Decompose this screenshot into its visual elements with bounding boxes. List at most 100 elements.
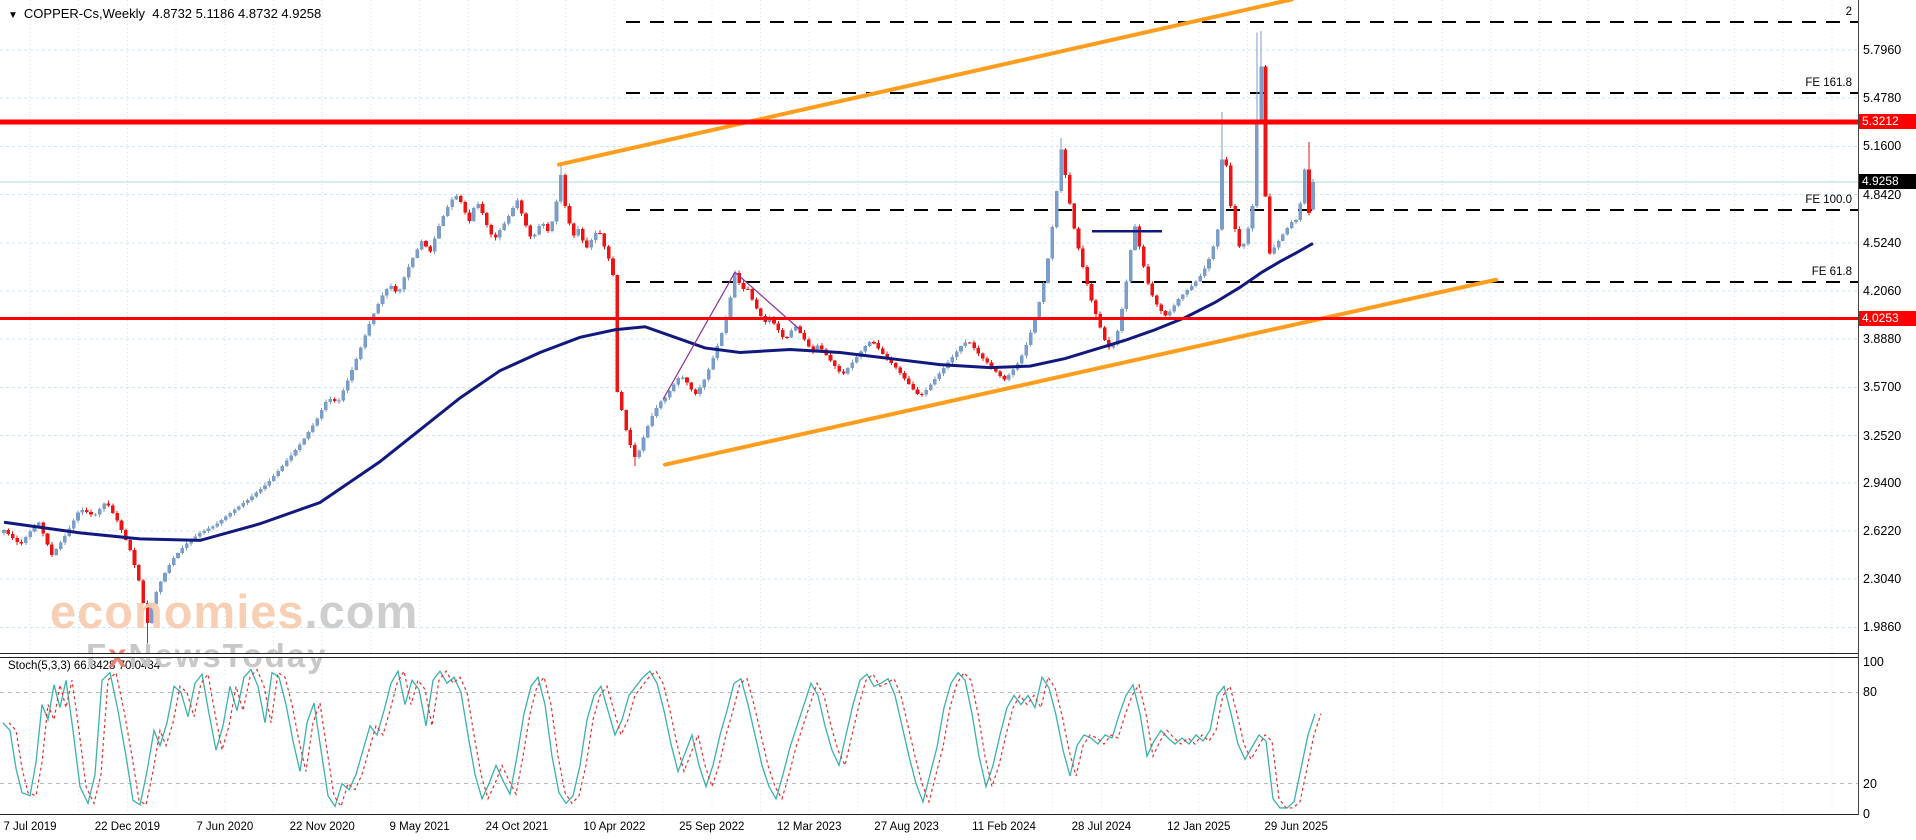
candle-body (602, 233, 607, 247)
candle-body (1054, 191, 1059, 228)
candle-body (141, 580, 145, 604)
candle-body (889, 358, 894, 364)
candle-body (1263, 66, 1268, 197)
candle-body (1285, 227, 1290, 235)
candle-body (154, 591, 159, 605)
candle-body (593, 232, 598, 240)
channel-lower-trendline (663, 277, 1498, 467)
candle-body (37, 522, 41, 526)
candle-body (241, 503, 246, 507)
candle-body (271, 476, 276, 482)
price-axis-label: 3.2520 (1863, 428, 1902, 443)
date-axis-label: 12 Jan 2025 (1167, 821, 1231, 833)
date-axis-label: 11 Feb 2024 (972, 821, 1036, 833)
candle-body (441, 216, 446, 226)
candle-body (232, 509, 237, 514)
fib-level-label: 2 (1845, 5, 1852, 18)
candle-body (719, 333, 724, 346)
candle-body (428, 246, 433, 252)
price-axis-label: 2.9400 (1863, 475, 1902, 490)
candle-body (480, 203, 485, 213)
candle-body (515, 200, 520, 209)
candle-body (1272, 247, 1276, 254)
symbol-dropdown-icon[interactable]: ▼ (8, 10, 18, 21)
candle-body (1215, 229, 1220, 247)
fib-level-label: FE 161.8 (1805, 77, 1852, 90)
candle-body (128, 539, 132, 551)
candle-body (1046, 258, 1050, 283)
candle-body (1146, 266, 1150, 284)
candle-body (215, 523, 219, 527)
candle-body (350, 370, 354, 381)
candle-body (537, 226, 541, 235)
candle-body (841, 371, 846, 374)
panel-separator[interactable] (0, 653, 1858, 658)
candle-body (1094, 300, 1098, 315)
candle-body (385, 289, 389, 296)
candle-body (398, 289, 402, 292)
candle-body (1050, 227, 1055, 259)
candle-body (406, 266, 411, 278)
candle-body (980, 353, 985, 359)
candle-body (1294, 219, 1298, 222)
date-axis-label: 7 Jun 2020 (196, 821, 254, 833)
candle-body (424, 241, 428, 247)
price-axis-label: 5.1600 (1863, 139, 1902, 154)
candle-body (454, 196, 459, 200)
candle-body (885, 353, 889, 359)
candle-body (1250, 206, 1255, 229)
candle-body (1181, 294, 1185, 299)
price-axis-label: 1.9860 (1863, 620, 1902, 635)
candle-body (224, 516, 228, 521)
candle-body (585, 240, 589, 248)
candle-body (976, 348, 981, 354)
candle-body (741, 283, 746, 290)
candle-body (750, 289, 754, 300)
candle-body (254, 492, 259, 497)
candle-body (628, 430, 633, 446)
candle-body (802, 332, 807, 340)
candle-body (58, 542, 63, 550)
candle-body (1107, 339, 1111, 348)
candle-body (759, 308, 763, 316)
candle-body (485, 212, 489, 226)
candle-body (263, 485, 267, 490)
candle-body (498, 229, 502, 238)
candle-body (258, 489, 263, 493)
candle-body (746, 289, 750, 291)
main-chart-canvas[interactable] (0, 0, 1858, 655)
candle-body (489, 225, 493, 235)
candle-body (659, 401, 663, 408)
candle-body (380, 295, 385, 304)
candle-body (1207, 258, 1211, 269)
candle-body (667, 391, 672, 398)
candle-body (1307, 169, 1311, 214)
candle-body (907, 378, 911, 384)
candle-body (1033, 318, 1037, 333)
candle-body (315, 418, 319, 426)
candle-body (733, 273, 737, 298)
candle-body (2, 529, 6, 533)
candle-body (1154, 295, 1159, 305)
candle-body (572, 223, 576, 236)
candle-body (145, 603, 150, 623)
stochastic-panel-canvas[interactable] (0, 658, 1858, 814)
candle-body (284, 460, 289, 466)
candle-body (1020, 355, 1024, 364)
candle-body (32, 525, 37, 532)
candle-body (1111, 344, 1116, 348)
candle-body (715, 345, 720, 358)
candle-body (606, 246, 611, 259)
candle-body (437, 225, 441, 239)
candle-body (28, 531, 32, 538)
date-axis-label: 22 Dec 2019 (94, 821, 160, 833)
candle-body (19, 542, 24, 544)
candle-body (837, 366, 841, 372)
candle-body (302, 438, 306, 445)
candle-body (972, 342, 976, 349)
candle-body (685, 377, 689, 383)
candle-body (806, 339, 811, 347)
candle-body (1059, 149, 1063, 192)
candle-body (680, 377, 685, 379)
candle-body (71, 520, 76, 529)
